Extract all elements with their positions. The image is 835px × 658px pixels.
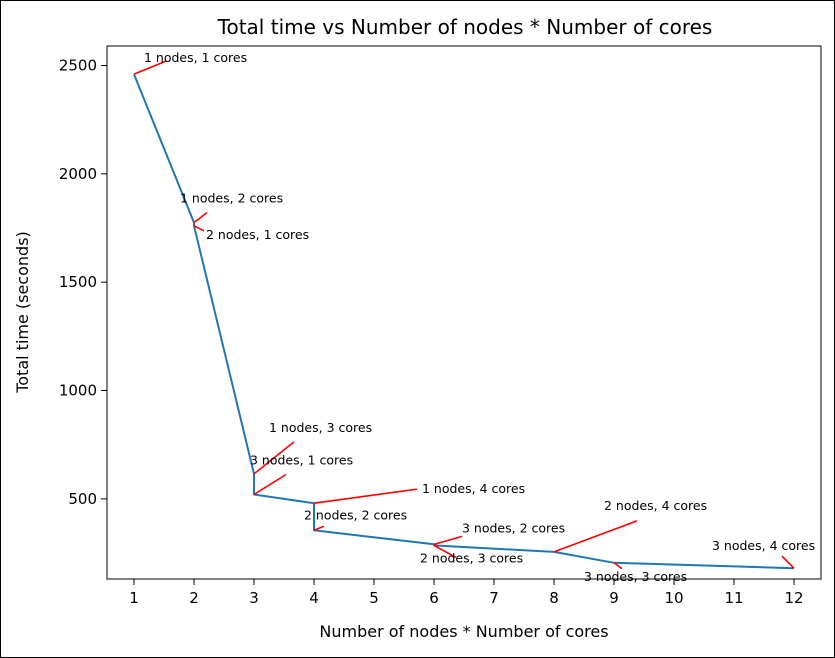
x-tick-label: 6 <box>429 589 439 607</box>
x-tick-label: 3 <box>249 589 259 607</box>
x-tick-label: 1 <box>129 589 139 607</box>
annotation-label: 2 nodes, 1 cores <box>206 227 309 242</box>
y-tick-label: 2000 <box>59 165 97 183</box>
annotation-leader-line <box>781 555 795 569</box>
y-tick-label: 2500 <box>59 57 97 75</box>
annotation-leader-line <box>253 441 295 475</box>
x-tick-label: 8 <box>549 589 559 607</box>
annotation-label: 3 nodes, 4 cores <box>712 538 815 553</box>
chart-title: Total time vs Number of nodes * Number o… <box>217 15 713 39</box>
annotation-leader-line <box>193 225 205 232</box>
annotation-label: 1 nodes, 3 cores <box>269 420 372 435</box>
annotation-leader-line <box>133 60 167 75</box>
annotation-leader-line <box>553 520 638 553</box>
annotation-leader-line <box>613 562 623 570</box>
annotation-leader-line <box>313 488 418 504</box>
annotation-label: 2 nodes, 2 cores <box>304 507 407 522</box>
plot-area <box>106 45 822 580</box>
y-tick-label: 1000 <box>59 382 97 400</box>
x-axis: 1 2 3 4 5 6 7 8 9 10 11 12 <box>129 579 804 607</box>
x-tick-label: 12 <box>784 589 803 607</box>
annotation-label: 1 nodes, 1 cores <box>144 50 247 65</box>
annotation-layer: 1 nodes, 1 cores 1 nodes, 2 cores 2 nodes,… <box>133 50 815 584</box>
annotation-label: 3 nodes, 2 cores <box>462 520 565 535</box>
annotation-label: 3 nodes, 3 cores <box>584 569 687 584</box>
annotation-leader-line <box>193 211 208 224</box>
y-tick-label: 500 <box>68 490 97 508</box>
annotation-leader-line <box>433 535 463 546</box>
x-tick-label: 2 <box>189 589 199 607</box>
annotation-label: 2 nodes, 4 cores <box>604 498 707 513</box>
x-tick-label: 4 <box>309 589 319 607</box>
y-tick-label: 1500 <box>59 273 97 291</box>
annotation-label: 1 nodes, 2 cores <box>180 191 283 206</box>
annotation-leader-line <box>433 544 457 559</box>
x-axis-label: Number of nodes * Number of cores <box>319 622 608 641</box>
x-tick-label: 10 <box>664 589 683 607</box>
annotation-leader-line <box>253 473 287 496</box>
x-tick-label: 5 <box>369 589 379 607</box>
series-layer <box>133 73 795 570</box>
annotation-label: 2 nodes, 3 cores <box>420 550 523 565</box>
x-tick-label: 7 <box>489 589 499 607</box>
y-axis: 500 1000 1500 2000 2500 <box>59 57 107 508</box>
annotation-leader-line <box>313 525 325 531</box>
series-line <box>133 73 795 570</box>
annotation-label: 1 nodes, 4 cores <box>422 481 525 496</box>
x-tick-label: 11 <box>724 589 743 607</box>
x-tick-label: 9 <box>609 589 619 607</box>
y-axis-label: Total time (seconds) <box>13 231 32 394</box>
annotation-label: 3 nodes, 1 cores <box>250 453 353 468</box>
